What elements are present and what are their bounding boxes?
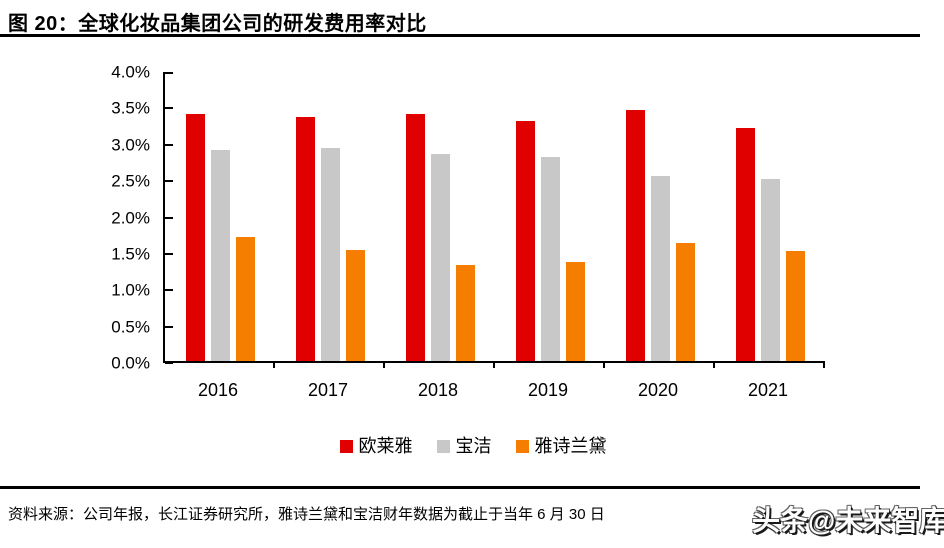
y-tick-mark xyxy=(165,180,173,183)
source-note: 资料来源：公司年报，长江证券研究所，雅诗兰黛和宝洁财年数据为截止于当年 6 月 … xyxy=(8,506,605,523)
title-divider xyxy=(0,34,920,37)
y-tick-label-0.0%: 0.0% xyxy=(111,353,150,373)
y-tick-mark xyxy=(165,143,173,146)
y-tick-mark xyxy=(165,362,173,364)
bar-宝洁-2017 xyxy=(320,147,340,361)
bar-欧莱雅-2016 xyxy=(185,113,205,361)
legend-item-欧莱雅: 欧莱雅 xyxy=(339,436,413,456)
bar-宝洁-2020 xyxy=(650,175,670,361)
footer-divider xyxy=(0,486,920,489)
bar-欧莱雅-2021 xyxy=(735,128,755,361)
watermark: 头条@未来智库 xyxy=(752,505,944,536)
legend-swatch-icon xyxy=(436,439,450,453)
x-tick-mark xyxy=(493,361,495,368)
bar-宝洁-2021 xyxy=(760,179,780,361)
legend-label: 宝洁 xyxy=(455,436,492,456)
x-tick-mark xyxy=(273,361,275,368)
y-tick-mark xyxy=(165,289,173,292)
x-axis-label-2021: 2021 xyxy=(747,380,789,400)
y-tick-mark xyxy=(165,107,173,110)
y-tick-label-2.5%: 2.5% xyxy=(111,171,150,191)
chart-legend: 欧莱雅 宝洁 雅诗兰黛 xyxy=(143,437,803,455)
y-tick-label-4.0%: 4.0% xyxy=(111,62,150,82)
legend-item-宝洁: 宝洁 xyxy=(436,436,492,456)
y-tick-label-1.0%: 1.0% xyxy=(111,280,150,300)
y-tick-mark xyxy=(165,252,173,255)
bar-雅诗兰黛-2018 xyxy=(455,264,475,361)
x-tick-mark xyxy=(603,361,605,368)
bar-雅诗兰黛-2016 xyxy=(235,237,255,361)
bar-雅诗兰黛-2021 xyxy=(785,251,805,361)
bar-欧莱雅-2017 xyxy=(295,117,315,361)
y-tick-mark xyxy=(165,72,173,74)
x-axis-label-2016: 2016 xyxy=(197,380,239,400)
y-tick-label-0.5%: 0.5% xyxy=(111,317,150,337)
legend-label: 雅诗兰黛 xyxy=(534,436,607,456)
legend-swatch-icon xyxy=(339,439,353,453)
bar-欧莱雅-2018 xyxy=(405,113,425,361)
x-axis-label-2018: 2018 xyxy=(417,380,459,400)
bar-雅诗兰黛-2020 xyxy=(675,243,695,361)
x-axis-label-2019: 2019 xyxy=(527,380,569,400)
y-tick-label-3.0%: 3.0% xyxy=(111,135,150,155)
bar-雅诗兰黛-2019 xyxy=(565,262,585,361)
figure-title: 图 20：全球化妆品集团公司的研发费用率对比 xyxy=(8,13,427,35)
x-tick-mark xyxy=(823,361,825,368)
x-axis-label-2020: 2020 xyxy=(637,380,679,400)
bar-欧莱雅-2020 xyxy=(625,110,645,361)
legend-item-雅诗兰黛: 雅诗兰黛 xyxy=(515,436,607,456)
y-tick-label-3.5%: 3.5% xyxy=(111,98,150,118)
bar-雅诗兰黛-2017 xyxy=(345,249,365,361)
y-tick-label-1.5%: 1.5% xyxy=(111,244,150,264)
x-axis-label-2017: 2017 xyxy=(307,380,349,400)
y-tick-mark xyxy=(165,325,173,328)
bar-宝洁-2016 xyxy=(210,150,230,361)
bar-宝洁-2018 xyxy=(430,153,450,361)
y-tick-mark xyxy=(165,216,173,219)
y-tick-label-2.0%: 2.0% xyxy=(111,208,150,227)
x-tick-mark xyxy=(383,361,385,368)
x-tick-mark xyxy=(713,361,715,368)
bar-欧莱雅-2019 xyxy=(515,120,535,361)
legend-swatch-icon xyxy=(515,439,529,453)
bar-宝洁-2019 xyxy=(540,157,560,361)
plot-area xyxy=(163,72,825,368)
legend-label: 欧莱雅 xyxy=(358,436,413,456)
